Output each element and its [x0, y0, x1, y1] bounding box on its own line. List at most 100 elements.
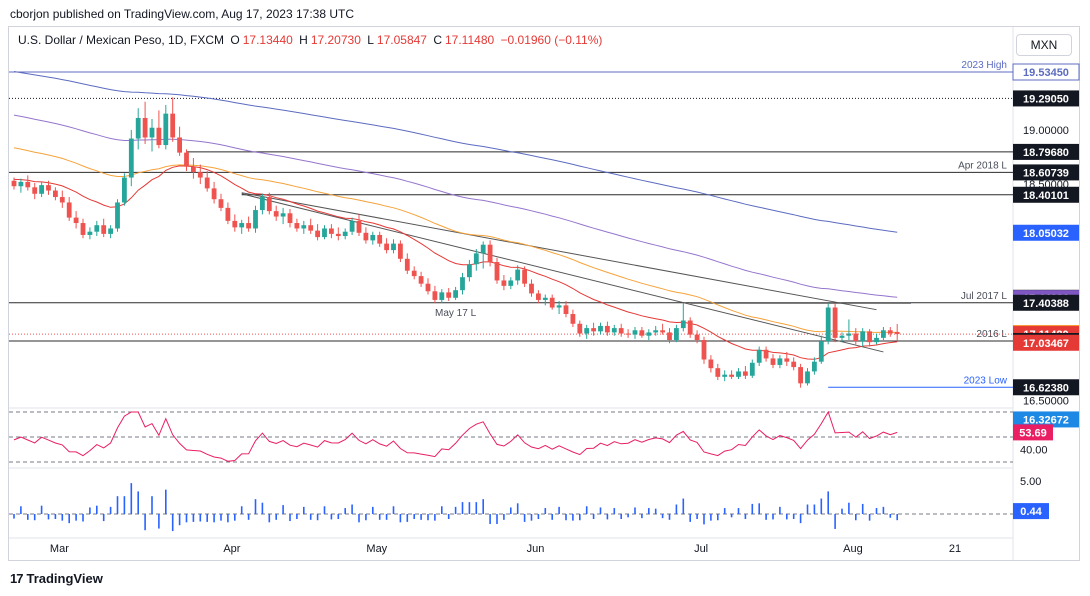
candle-body: [784, 358, 790, 362]
candle-body: [446, 292, 452, 298]
ema-line-20: [13, 165, 898, 360]
candle-body: [66, 202, 72, 218]
candle-body: [142, 117, 148, 138]
price-tag: 19.53450: [1023, 67, 1069, 79]
close-value: 17.11480: [445, 33, 495, 47]
candle-body: [177, 137, 182, 153]
candle-body: [646, 332, 652, 336]
candle-body: [280, 213, 286, 217]
volume-value-tag: 0.44: [1020, 506, 1042, 518]
volume-value-bg: [1013, 503, 1049, 520]
candle-body: [273, 211, 279, 217]
candle-body: [618, 328, 624, 334]
candle-body: [667, 332, 672, 341]
price-tag: 18.79680: [1023, 147, 1069, 159]
ema-line-100: [13, 114, 898, 298]
candle-body: [722, 374, 728, 377]
candle-body: [894, 331, 900, 335]
candle-body: [736, 371, 741, 377]
candle-body: [777, 358, 783, 365]
candle-body: [605, 325, 610, 333]
candle-body: [598, 325, 603, 332]
price-tag-bg: [1013, 186, 1079, 203]
price-tag-bg: [1012, 63, 1080, 81]
candle-body: [11, 180, 17, 187]
ema-line-200: [13, 71, 898, 233]
price-tag-bg: [1013, 224, 1079, 241]
candle-body: [708, 359, 714, 369]
symbol-title[interactable]: U.S. Dollar / Mexican Peso, 1D, FXCM: [18, 33, 225, 47]
level-label: 2023 High: [961, 60, 1007, 71]
candle-body: [398, 243, 403, 259]
chart-annotation: May 17 L: [435, 308, 477, 319]
candle-body: [570, 314, 576, 324]
open-value: 17.13440: [242, 33, 293, 47]
candle-body: [211, 188, 217, 200]
candle-body: [660, 330, 665, 333]
candle-body: [391, 243, 396, 251]
close-label: C: [433, 33, 442, 47]
candle-body: [632, 330, 638, 335]
candle-body: [191, 166, 196, 173]
candle-body: [584, 328, 590, 334]
rsi-axis-tick: 40.00: [1020, 445, 1048, 457]
price-tag-bg: [1013, 334, 1079, 351]
candle-body: [687, 320, 693, 335]
price-tag: 17.40388: [1023, 298, 1069, 310]
candle-body: [439, 292, 445, 300]
candle-body: [225, 207, 231, 221]
candle-body: [680, 320, 686, 329]
candle-body: [874, 337, 879, 343]
price-tag: 16.50000: [1023, 396, 1069, 408]
candle-body: [639, 330, 645, 336]
trendline: [241, 193, 884, 353]
candle-body: [846, 333, 852, 336]
candle-body: [294, 223, 300, 229]
candle-body: [542, 297, 548, 300]
price-tag: 16.62380: [1023, 382, 1069, 394]
price-tag-bg: [1013, 164, 1079, 181]
candle-body: [529, 283, 534, 294]
candle-body: [467, 264, 472, 278]
candle-body: [163, 113, 169, 146]
candle-body: [149, 127, 155, 138]
level-label: 2016 L: [976, 329, 1007, 340]
tradingview-logo-icon: 17: [10, 571, 24, 586]
candle-body: [128, 138, 134, 178]
publish-info: cborjon published on TradingView.com, Au…: [10, 7, 355, 21]
candle-body: [701, 340, 707, 360]
candle-body: [694, 334, 700, 341]
candle-body: [115, 202, 120, 229]
price-tag: 19.00000: [1023, 125, 1069, 137]
candle-body: [832, 307, 838, 338]
price-tag: 16.32672: [1023, 414, 1069, 426]
candle-body: [315, 230, 320, 238]
candle-body: [108, 228, 113, 234]
candle-body: [494, 262, 500, 281]
candle-body: [377, 234, 383, 244]
candle-body: [453, 290, 458, 298]
time-axis-tick: Jun: [527, 543, 545, 555]
candle-body: [342, 231, 348, 237]
chart-frame: [8, 26, 1080, 561]
currency-button[interactable]: MXN: [1016, 34, 1072, 56]
candle-body: [308, 225, 314, 231]
low-label: L: [367, 33, 374, 47]
change-value: −0.01960 (−0.11%): [500, 33, 603, 47]
candle-body: [122, 177, 127, 203]
candle-body: [556, 305, 562, 308]
price-tag-bg: [1013, 90, 1079, 107]
brand-name: TradingView: [26, 571, 103, 586]
candle-body: [563, 305, 569, 315]
candle-body: [53, 190, 58, 198]
tradingview-brand[interactable]: 17 TradingView: [10, 571, 103, 586]
candle-body: [798, 367, 803, 384]
candle-body: [287, 213, 293, 224]
candle-body: [812, 361, 817, 372]
rsi-value-bg: [1013, 424, 1053, 441]
candle-body: [432, 291, 438, 300]
high-value: 17.20730: [310, 33, 361, 47]
candle-body: [674, 328, 679, 341]
price-tag: 19.29050: [1023, 93, 1069, 105]
